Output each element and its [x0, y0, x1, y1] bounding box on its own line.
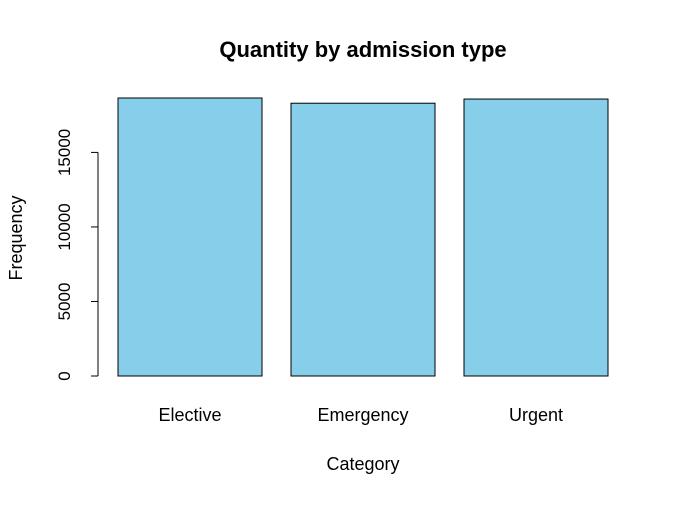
bars-group: [117, 97, 609, 377]
x-tick-label-emergency: Emergency: [317, 405, 408, 425]
bar-emergency: [290, 102, 436, 377]
x-axis-label: Category: [326, 454, 399, 474]
x-tick-label-urgent: Urgent: [509, 405, 563, 425]
y-tick-label: 15000: [55, 129, 74, 176]
y-tick-label: 10000: [55, 203, 74, 250]
x-tick-labels: Elective Emergency Urgent: [158, 405, 563, 425]
bar-urgent: [463, 98, 609, 377]
y-axis-label: Frequency: [6, 195, 26, 280]
y-tick-label: 5000: [55, 283, 74, 321]
bar-elective: [117, 97, 263, 377]
chart-title: Quantity by admission type: [219, 37, 506, 62]
y-axis: 0 5000 10000 15000: [55, 129, 99, 381]
x-tick-label-elective: Elective: [158, 405, 221, 425]
y-tick-label: 0: [55, 371, 74, 380]
